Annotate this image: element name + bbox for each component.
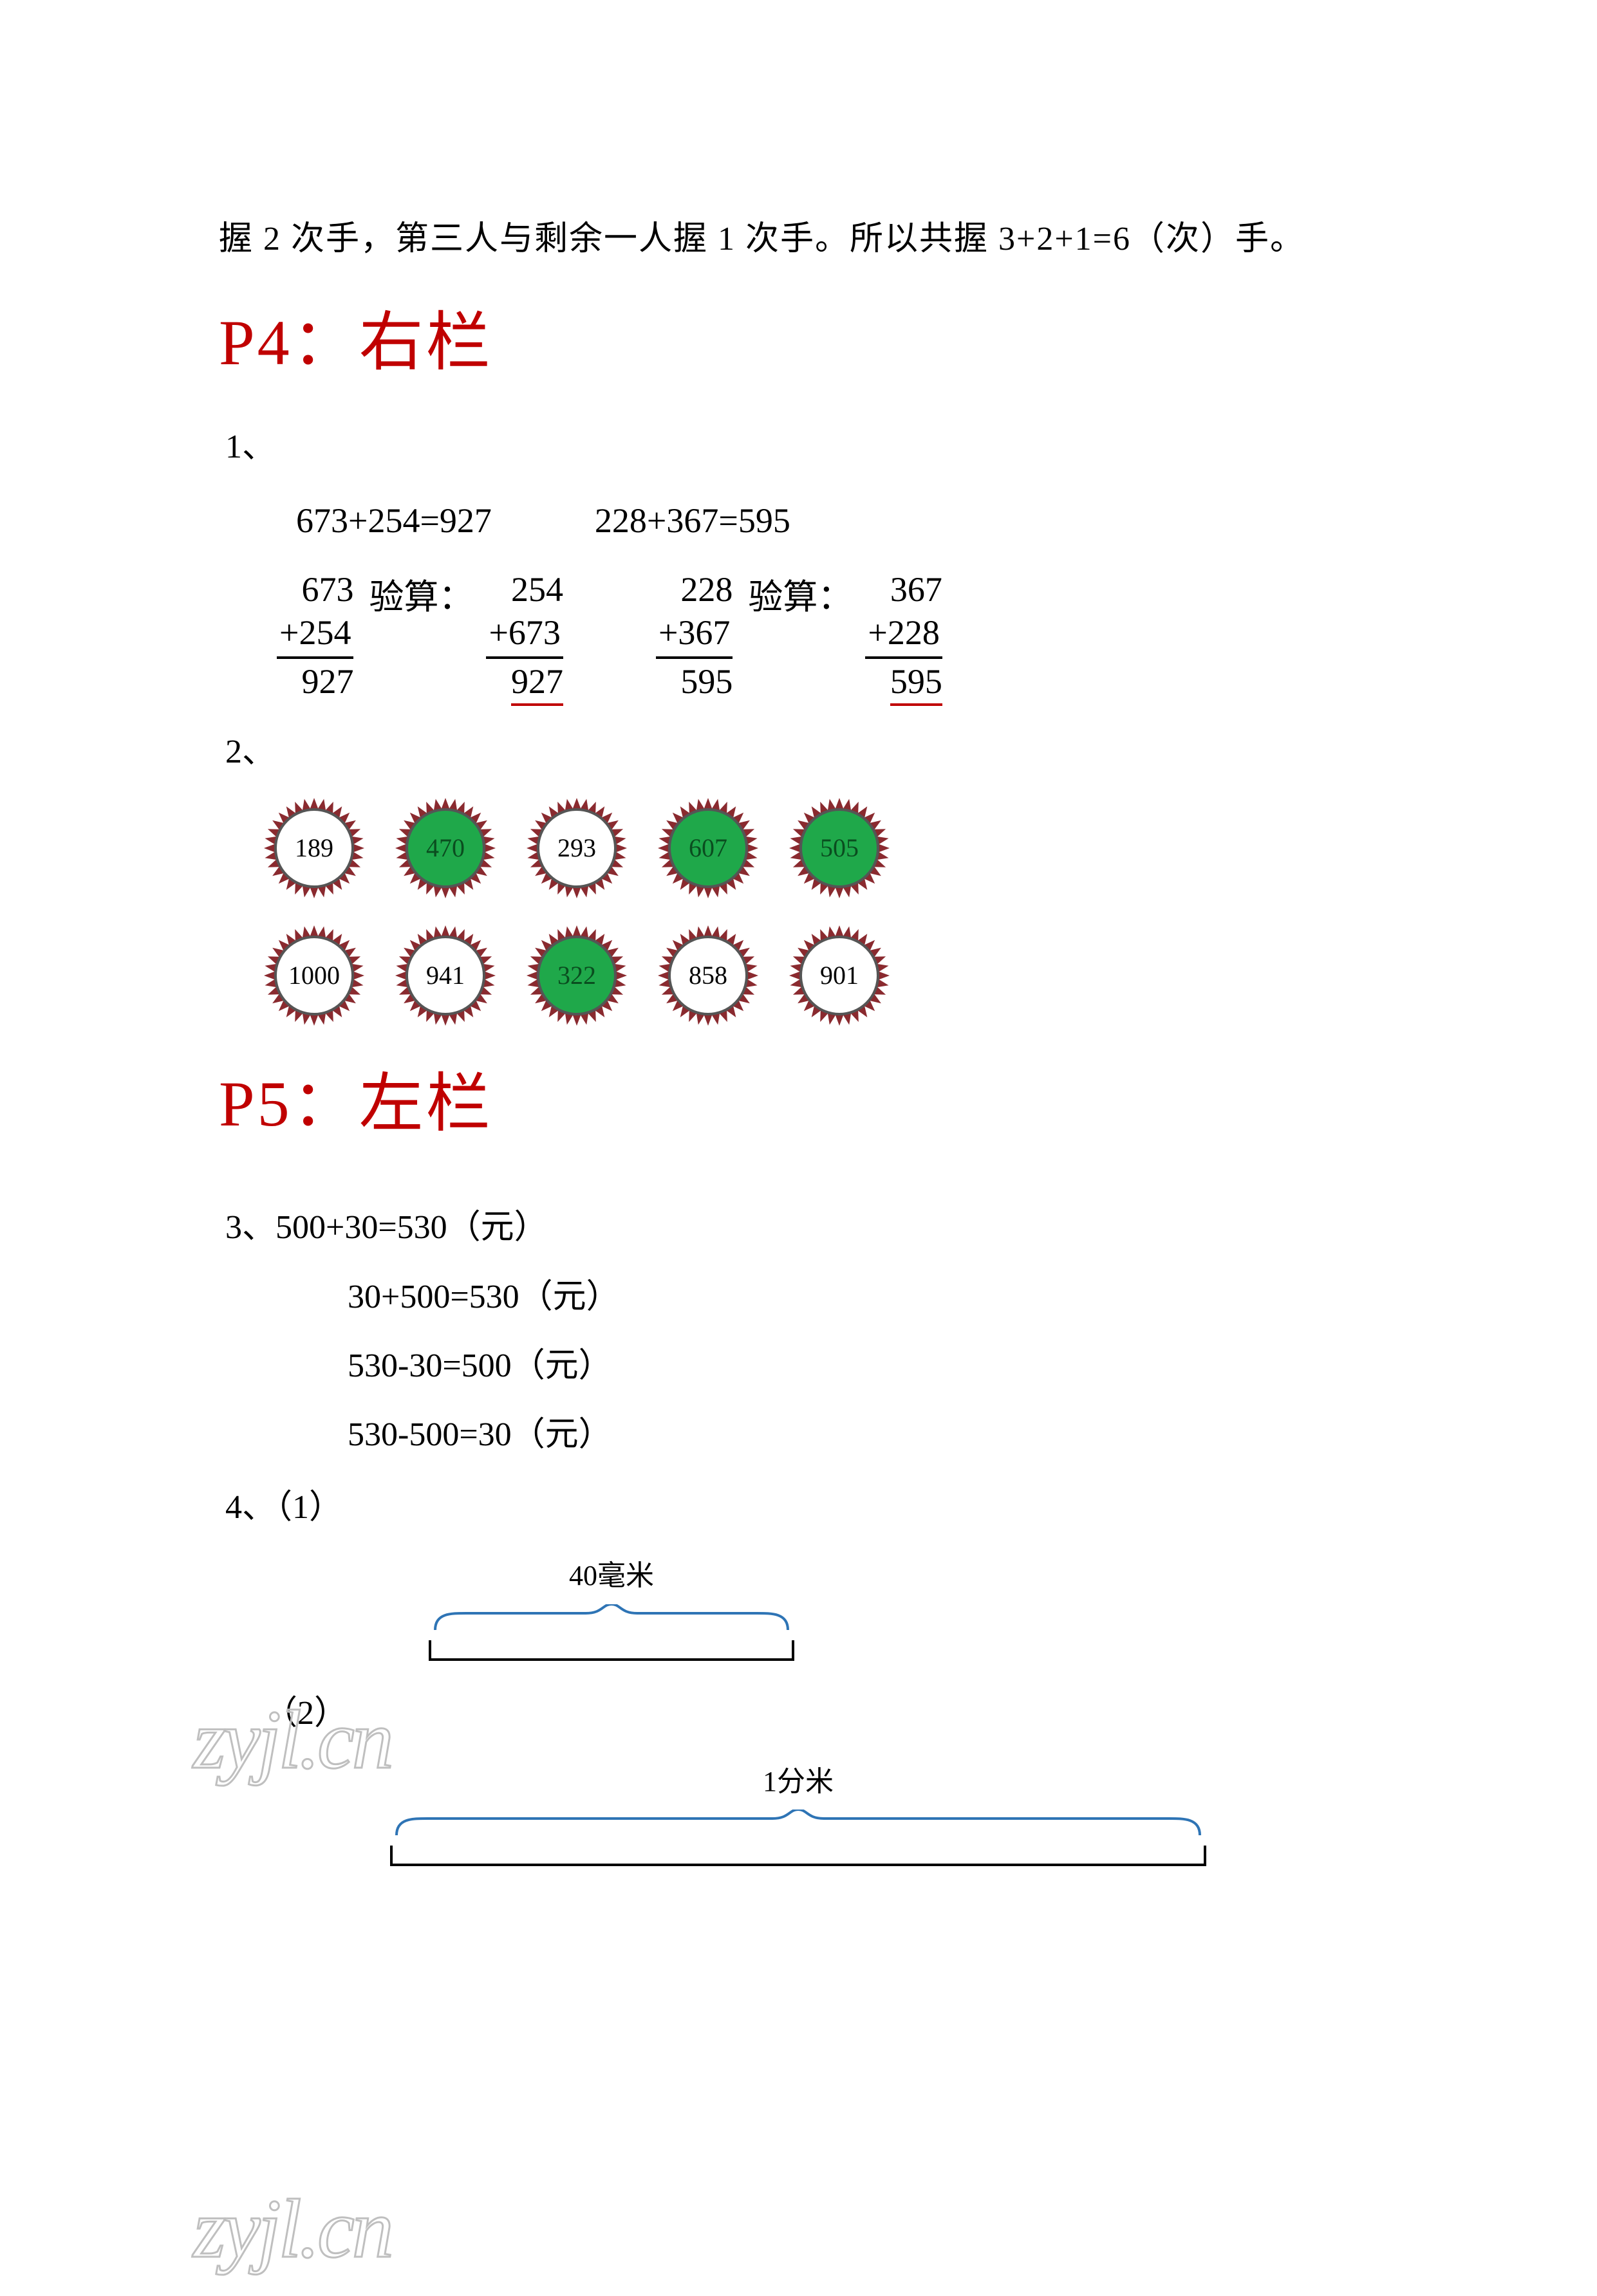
cap-number: 470 xyxy=(426,828,465,869)
q3-line: 500+30=530（元） xyxy=(276,1201,548,1254)
stack-3: 228 +367 595 xyxy=(656,568,733,704)
equation-row: 673+254=927 228+367=595 xyxy=(296,493,1378,548)
q3-label: 3、 xyxy=(225,1201,276,1254)
intro-text: 握 2 次手，第三人与剩余一人握 1 次手。所以共握 3+2+1=6（次）手。 xyxy=(219,212,1378,266)
bottle-cap: 941 xyxy=(395,925,496,1026)
q2-label: 2、 xyxy=(225,725,1378,779)
curly-brace-icon xyxy=(393,1810,1204,1846)
bottle-cap: 607 xyxy=(658,798,758,898)
bottle-caps: 189 470 293 607 505 1000 941 322 858 901 xyxy=(264,798,1378,1026)
bottle-cap: 505 xyxy=(789,798,890,898)
stack-value: 228 xyxy=(656,568,733,612)
caps-row-2: 1000 941 322 858 901 xyxy=(264,925,1378,1026)
ruler-line xyxy=(429,1640,794,1661)
q4-sub2-label: （2） xyxy=(264,1687,1378,1740)
caps-row-1: 189 470 293 607 505 xyxy=(264,798,1378,898)
p5-heading: P5：左栏 xyxy=(219,1053,1378,1156)
bottle-cap: 1000 xyxy=(264,925,364,1026)
cap-number: 1000 xyxy=(288,955,340,996)
q3-line: 530-500=30（元） xyxy=(348,1408,1378,1461)
equation-2: 228+367=595 xyxy=(595,493,790,548)
cap-number: 941 xyxy=(426,955,465,996)
stack-sum: 595 xyxy=(656,659,733,704)
stack-value: 254 xyxy=(486,568,563,612)
stack-sum: 927 xyxy=(486,659,563,707)
cap-number: 293 xyxy=(557,828,596,869)
q3-line: 30+500=530（元） xyxy=(348,1270,1378,1324)
vertical-arithmetic-row: 673 +254 927 验算： 254 +673 927 228 +367 5… xyxy=(277,568,1378,707)
stack-sum: 595 xyxy=(865,659,942,707)
verify-label: 验算： xyxy=(369,568,473,625)
watermark: zyjl.cn xyxy=(193,2162,391,2296)
bottle-cap: 470 xyxy=(395,798,496,898)
bracket-label: 1分米 xyxy=(348,1759,1249,1804)
stack-value: 367 xyxy=(865,568,942,612)
cap-number: 901 xyxy=(820,955,859,996)
cap-number: 505 xyxy=(820,828,859,869)
ruler-line xyxy=(390,1846,1206,1866)
q1-label: 1、 xyxy=(225,420,1378,474)
curly-brace-icon xyxy=(431,1604,792,1640)
stack-1: 673 +254 927 xyxy=(277,568,353,704)
bracket-40mm: 40毫米 xyxy=(386,1553,837,1660)
bottle-cap: 293 xyxy=(527,798,627,898)
verify-label: 验算： xyxy=(748,568,852,625)
cap-number: 322 xyxy=(557,955,596,996)
bracket-label: 40毫米 xyxy=(386,1553,837,1598)
stack-value: +228 xyxy=(865,611,942,659)
stack-value: +367 xyxy=(656,611,733,659)
page: 握 2 次手，第三人与剩余一人握 1 次手。所以共握 3+2+1=6（次）手。 … xyxy=(0,0,1597,2257)
stack-2: 254 +673 927 xyxy=(486,568,563,707)
bottle-cap: 189 xyxy=(264,798,364,898)
cap-number: 607 xyxy=(689,828,727,869)
q3-line: 530-30=500（元） xyxy=(348,1339,1378,1393)
stack-value: 673 xyxy=(277,568,353,612)
stack-value: +254 xyxy=(277,611,353,659)
cap-number: 858 xyxy=(689,955,727,996)
stack-group-2: 228 +367 595 验算： 367 +228 595 xyxy=(656,568,958,707)
stack-sum: 927 xyxy=(277,659,353,704)
bottle-cap: 901 xyxy=(789,925,890,1026)
cap-number: 189 xyxy=(295,828,333,869)
q3-answers: 30+500=530（元） 530-30=500（元） 530-500=30（元… xyxy=(348,1270,1378,1462)
stack-4: 367 +228 595 xyxy=(865,568,942,707)
stack-group-1: 673 +254 927 验算： 254 +673 927 xyxy=(277,568,579,707)
p4-heading: P4：右栏 xyxy=(219,292,1378,394)
stack-value: +673 xyxy=(486,611,563,659)
equation-1: 673+254=927 xyxy=(296,493,492,548)
bracket-1dm: 1分米 xyxy=(348,1759,1249,1866)
bottle-cap: 322 xyxy=(527,925,627,1026)
q4-label: 4、（1） xyxy=(225,1481,1378,1534)
bottle-cap: 858 xyxy=(658,925,758,1026)
